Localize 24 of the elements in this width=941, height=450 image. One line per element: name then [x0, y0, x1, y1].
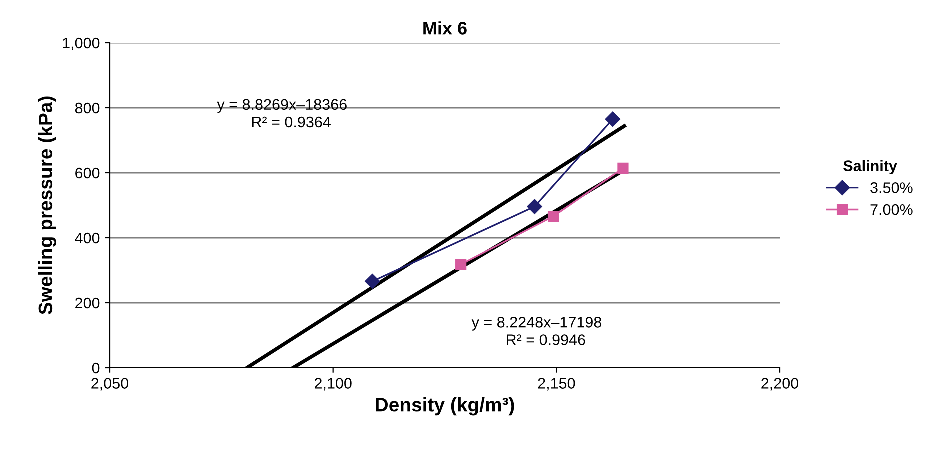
y-tick-label: 400	[75, 232, 100, 244]
x-tick-label: 2,150	[538, 378, 576, 391]
point	[548, 210, 560, 222]
x-axis-title: Density (kg/m³)	[376, 398, 514, 416]
legend-label: 3.50%	[870, 182, 913, 194]
point	[456, 259, 467, 270]
y-tick-label: 600	[76, 168, 100, 179]
x-tick-label: 2,200	[762, 378, 799, 391]
x-tick-label: 2,050	[92, 378, 129, 391]
y-tick-label: 1,000	[63, 38, 100, 50]
y-axis-title: Swelling pressure (kPa)	[38, 96, 56, 315]
y-tick-label: 200	[76, 298, 100, 309]
chart-title: Mix 6	[424, 22, 467, 35]
y-tick-label: 800	[75, 102, 100, 114]
point	[618, 162, 629, 174]
point	[605, 112, 621, 127]
annotation: y = 8.8269x–18366 R² = 0.9364	[217, 99, 347, 128]
point	[365, 274, 380, 290]
y-tick-label: 0	[92, 362, 100, 374]
legend-label: 7.00%	[870, 204, 913, 216]
legend-title: Salinity	[844, 160, 898, 174]
x-tick-label: 2,100	[314, 378, 352, 391]
annotation: y = 8.2248x–17198 R² = 0.9946	[472, 317, 602, 346]
point	[527, 199, 542, 214]
